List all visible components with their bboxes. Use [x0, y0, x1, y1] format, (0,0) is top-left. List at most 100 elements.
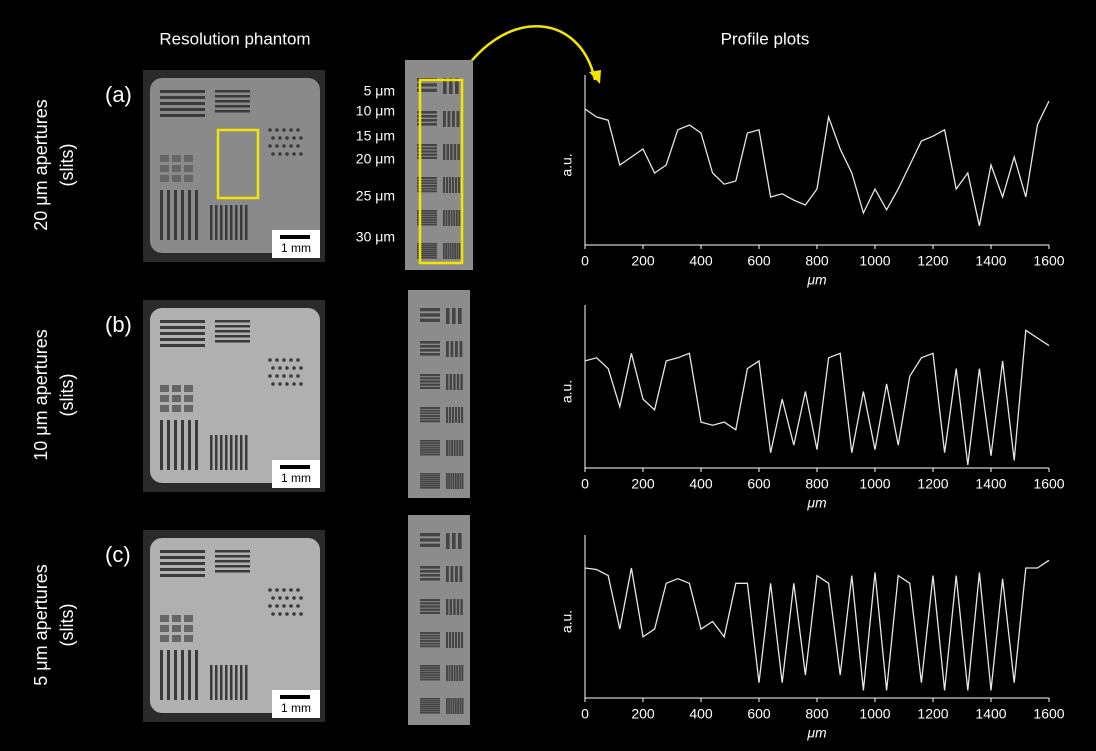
crop-bar: [453, 473, 455, 489]
row-label: 10 μm apertures: [31, 329, 51, 460]
panel-label: (a): [105, 82, 132, 107]
row-label: (slits): [57, 604, 77, 647]
x-tick-label: 1000: [859, 253, 890, 269]
crop-bar: [456, 440, 458, 456]
phantom-block: [172, 625, 181, 632]
crop-bar: [420, 387, 440, 389]
crop-bar: [454, 243, 456, 259]
crop-bar: [420, 349, 440, 352]
crop-bar: [446, 210, 448, 226]
crop-bar: [420, 454, 440, 456]
phantom-dot: [282, 604, 286, 608]
crop-bar: [420, 341, 440, 344]
crop-bar: [420, 481, 440, 483]
x-tick-label: 1200: [917, 706, 948, 722]
phantom-block: [160, 175, 169, 182]
phantom-dot: [271, 136, 275, 140]
phantom-dot: [289, 144, 293, 148]
phantom-block: [160, 635, 169, 642]
crop-bar: [420, 676, 440, 678]
x-tick-label: 1600: [1033, 253, 1064, 269]
phantom-bar: [181, 420, 184, 470]
phantom-dot: [285, 382, 289, 386]
y-axis-label: a.u.: [559, 153, 575, 176]
crop-bar: [460, 566, 463, 582]
crop-bar: [457, 698, 459, 714]
row-label: (slits): [57, 374, 77, 417]
crop-bar: [443, 210, 445, 226]
x-tick-label: 400: [689, 476, 713, 492]
crop-bar: [453, 210, 455, 226]
phantom-dot: [278, 612, 282, 616]
crop-bar: [420, 442, 440, 444]
phantom-bar: [215, 335, 250, 338]
crop-bar: [451, 210, 453, 226]
phantom-dot: [289, 604, 293, 608]
phantom-bar: [181, 650, 184, 700]
phantom-dot: [292, 382, 296, 386]
crop-bar: [448, 111, 451, 127]
crop-bar: [420, 412, 440, 414]
phantom-block: [160, 405, 169, 412]
x-tick-label: 600: [747, 253, 771, 269]
crop-bar: [420, 445, 440, 447]
crop-bar: [446, 341, 449, 357]
phantom-dot: [296, 374, 300, 378]
phantom-dot: [289, 358, 293, 362]
crop-bar: [420, 380, 440, 382]
crop-bar: [450, 599, 452, 615]
phantom-bar: [220, 665, 223, 700]
phantom-block: [184, 615, 193, 622]
crop-bar: [451, 440, 453, 456]
crop-bar: [443, 177, 445, 193]
phantom-dot: [268, 374, 272, 378]
crop-bar: [455, 566, 458, 582]
phantom-block: [172, 405, 181, 412]
crop-bar: [452, 308, 456, 324]
crop-bar: [456, 210, 458, 226]
phantom-block: [184, 635, 193, 642]
crop-bar: [420, 612, 440, 614]
x-tick-label: 1400: [975, 253, 1006, 269]
phantom-bar: [215, 205, 218, 240]
x-tick-label: 1000: [859, 476, 890, 492]
crop-bar: [457, 243, 459, 259]
scale-bar-label: 1 mm: [281, 471, 311, 485]
crop-label: 30 μm: [356, 229, 395, 245]
x-tick-label: 400: [689, 706, 713, 722]
phantom-bar: [174, 420, 177, 470]
crop-bar: [452, 243, 454, 259]
phantom-dot: [275, 604, 279, 608]
phantom-dot: [289, 374, 293, 378]
phantom-bar: [215, 90, 250, 93]
phantom-bar: [215, 320, 250, 323]
phantom-dot: [299, 382, 303, 386]
phantom-block: [184, 405, 193, 412]
phantom-dot: [289, 588, 293, 592]
row-label: (slits): [57, 144, 77, 187]
phantom-dot: [278, 152, 282, 156]
phantom-block: [160, 155, 169, 162]
phantom-dot: [275, 144, 279, 148]
x-tick-label: 1600: [1033, 476, 1064, 492]
x-axis-label: μm: [806, 495, 827, 511]
crop-bar: [461, 440, 463, 456]
phantom-bar: [160, 344, 205, 347]
x-tick-label: 1400: [975, 706, 1006, 722]
crop-bar: [420, 410, 440, 412]
x-tick-label: 1200: [917, 253, 948, 269]
phantom-bar: [215, 340, 250, 343]
crop-bar: [420, 672, 440, 674]
crop-bar: [458, 407, 460, 423]
crop-bar: [420, 632, 440, 634]
crop-bar: [420, 533, 440, 536]
phantom-dot: [282, 374, 286, 378]
phantom-dot: [289, 128, 293, 132]
phantom-dot: [282, 358, 286, 362]
phantom-bar: [160, 568, 205, 571]
crop-bar: [420, 449, 440, 451]
phantom-dot: [275, 358, 279, 362]
crop-bar: [420, 487, 440, 489]
phantom-bar: [225, 435, 228, 470]
crop-bar: [453, 698, 455, 714]
